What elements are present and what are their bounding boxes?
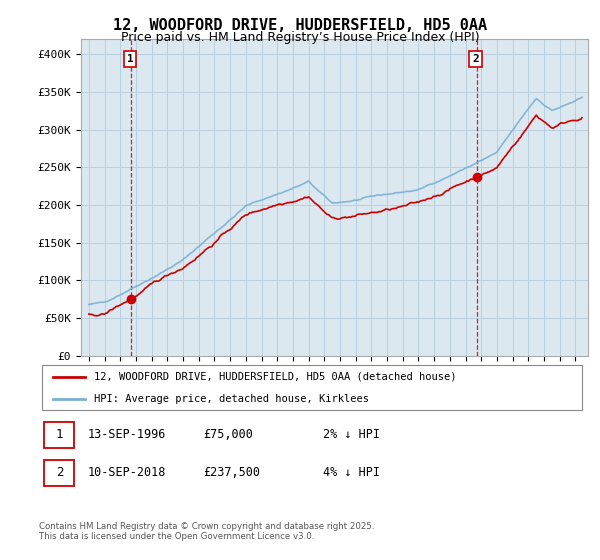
Text: 1: 1	[56, 428, 63, 441]
Text: Price paid vs. HM Land Registry’s House Price Index (HPI): Price paid vs. HM Land Registry’s House …	[121, 31, 479, 44]
Text: 10-SEP-2018: 10-SEP-2018	[88, 466, 167, 479]
Text: 4% ↓ HPI: 4% ↓ HPI	[323, 466, 380, 479]
FancyBboxPatch shape	[42, 366, 582, 410]
Text: 2: 2	[472, 54, 479, 64]
Text: Contains HM Land Registry data © Crown copyright and database right 2025.
This d: Contains HM Land Registry data © Crown c…	[39, 522, 374, 542]
Text: 12, WOODFORD DRIVE, HUDDERSFIELD, HD5 0AA (detached house): 12, WOODFORD DRIVE, HUDDERSFIELD, HD5 0A…	[94, 372, 456, 382]
Text: 13-SEP-1996: 13-SEP-1996	[88, 428, 167, 441]
Text: 2: 2	[56, 466, 63, 479]
Text: £237,500: £237,500	[203, 466, 260, 479]
Text: 2% ↓ HPI: 2% ↓ HPI	[323, 428, 380, 441]
FancyBboxPatch shape	[44, 460, 74, 486]
Text: HPI: Average price, detached house, Kirklees: HPI: Average price, detached house, Kirk…	[94, 394, 368, 404]
FancyBboxPatch shape	[44, 422, 74, 447]
Text: 1: 1	[127, 54, 133, 64]
Text: £75,000: £75,000	[203, 428, 253, 441]
Text: 12, WOODFORD DRIVE, HUDDERSFIELD, HD5 0AA: 12, WOODFORD DRIVE, HUDDERSFIELD, HD5 0A…	[113, 18, 487, 33]
